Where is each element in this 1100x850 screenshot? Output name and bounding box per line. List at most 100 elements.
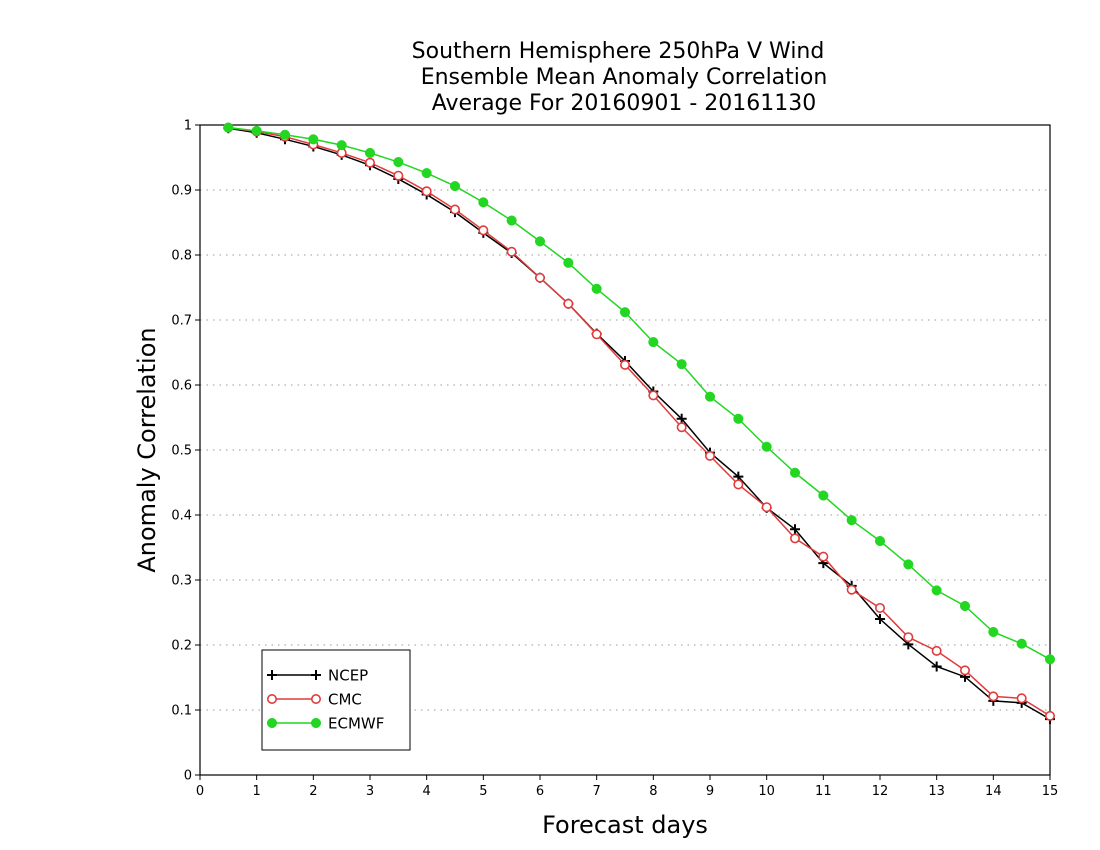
data-point-cmc <box>988 691 999 702</box>
legend-marker-cmc <box>310 693 321 704</box>
title-line-2: Ensemble Mean Anomaly Correlation <box>421 65 828 90</box>
y-axis-ticks: 0 0.1 0.2 0.3 0.4 0.5 0.6 0.7 0.8 0.9 1 <box>171 119 200 784</box>
legend-marker-ecmwf <box>266 717 278 729</box>
data-point-cmc <box>648 390 659 401</box>
data-point-ecmwf <box>393 157 404 168</box>
data-point-ncep <box>931 661 942 672</box>
x-tick-label: 7 <box>593 784 601 799</box>
data-point-cmc <box>733 479 744 490</box>
data-point-ecmwf <box>506 215 517 226</box>
title-line-3: Average For 20160901 - 20161130 <box>432 91 817 116</box>
x-tick-label: 9 <box>706 784 714 799</box>
series-layer <box>223 122 1056 725</box>
x-tick-label: 14 <box>985 784 1002 799</box>
y-tick-label: 0.4 <box>171 509 192 524</box>
chart-title: Southern Hemisphere 250hPa V Wind Ensemb… <box>412 39 828 116</box>
x-tick-label: 3 <box>366 784 374 799</box>
x-tick-label: 15 <box>1042 784 1059 799</box>
x-tick-label: 4 <box>423 784 431 799</box>
data-point-cmc <box>931 645 942 656</box>
data-point-ecmwf <box>676 359 687 370</box>
data-point-cmc <box>903 632 914 643</box>
series-line-cmc <box>228 126 1051 717</box>
data-point-ecmwf <box>988 626 999 638</box>
data-point-cmc <box>959 665 970 676</box>
legend: NCEP CMC ECMWF <box>261 649 411 751</box>
y-tick-label: 0 <box>184 769 192 784</box>
y-tick-label: 0.3 <box>171 574 192 589</box>
x-tick-label: 10 <box>758 784 775 799</box>
x-tick-label: 8 <box>649 784 657 799</box>
y-tick-label: 1 <box>184 119 192 134</box>
x-axis-ticks: 0 1 2 3 4 5 6 7 8 9 10 11 12 13 14 15 <box>196 775 1058 799</box>
data-point-cmc <box>676 422 687 433</box>
data-point-cmc <box>563 298 574 309</box>
data-point-ecmwf <box>279 129 291 140</box>
data-point-ecmwf <box>308 134 319 145</box>
legend-marker-ecmwf <box>310 717 322 729</box>
x-tick-label: 12 <box>872 784 889 799</box>
data-point-ecmwf <box>818 490 829 501</box>
legend-box <box>261 649 411 751</box>
y-tick-label: 0.2 <box>171 639 192 654</box>
data-point-ecmwf <box>364 147 376 158</box>
data-point-cmc <box>478 225 489 236</box>
gridlines <box>200 189 1050 711</box>
legend-marker-ncep <box>267 670 277 680</box>
data-point-ecmwf <box>251 125 262 136</box>
data-point-ncep <box>676 413 687 424</box>
y-tick-label: 0.7 <box>171 314 192 329</box>
y-tick-label: 0.8 <box>171 249 192 264</box>
data-point-cmc <box>506 246 517 257</box>
legend-label-cmc: CMC <box>328 691 362 709</box>
data-point-ecmwf <box>959 600 971 612</box>
data-point-ecmwf <box>931 585 942 596</box>
y-tick-label: 0.6 <box>171 379 192 394</box>
data-point-ecmwf <box>648 337 659 348</box>
data-point-cmc <box>393 170 404 181</box>
data-point-cmc <box>364 157 375 168</box>
data-point-ecmwf <box>421 168 432 179</box>
x-tick-label: 5 <box>479 784 487 799</box>
x-tick-label: 2 <box>309 784 317 799</box>
data-point-ecmwf <box>704 391 716 402</box>
x-tick-label: 6 <box>536 784 544 799</box>
data-point-ecmwf <box>1044 654 1056 665</box>
y-axis-title: Anomaly Correlation <box>133 327 161 572</box>
data-point-ecmwf <box>478 197 489 208</box>
data-point-cmc <box>1016 693 1027 704</box>
data-point-cmc <box>449 204 460 215</box>
title-line-1: Southern Hemisphere 250hPa V Wind <box>412 39 825 64</box>
data-point-ncep <box>790 524 800 535</box>
data-point-ecmwf <box>874 535 886 547</box>
data-point-ecmwf <box>903 559 914 570</box>
data-point-ecmwf <box>761 441 772 452</box>
data-point-ecmwf <box>1016 638 1027 649</box>
data-point-ecmwf <box>223 122 234 133</box>
series-line-ecmwf <box>228 126 1051 660</box>
data-point-cmc <box>591 329 602 340</box>
data-point-cmc <box>704 450 715 461</box>
x-tick-label: 11 <box>815 784 832 799</box>
data-point-ecmwf <box>336 140 347 151</box>
data-point-cmc <box>619 359 630 370</box>
data-point-cmc <box>818 551 829 562</box>
data-point-ecmwf <box>733 413 744 424</box>
legend-marker-cmc <box>266 693 277 704</box>
data-point-cmc <box>421 186 432 197</box>
data-point-cmc <box>846 584 857 595</box>
x-tick-label: 13 <box>928 784 945 799</box>
data-point-ecmwf <box>789 467 801 478</box>
data-point-cmc <box>789 533 800 544</box>
x-axis-title: Forecast days <box>542 811 708 839</box>
data-point-cmc <box>534 272 545 283</box>
data-point-ecmwf <box>449 181 461 192</box>
legend-label-ecmwf: ECMWF <box>328 715 384 733</box>
data-point-ecmwf <box>591 283 602 294</box>
data-point-cmc <box>874 602 885 613</box>
legend-label-ncep: NCEP <box>328 667 368 685</box>
y-tick-label: 0.5 <box>171 444 192 459</box>
series-line-ncep <box>228 127 1051 720</box>
y-tick-label: 0.9 <box>171 184 192 199</box>
